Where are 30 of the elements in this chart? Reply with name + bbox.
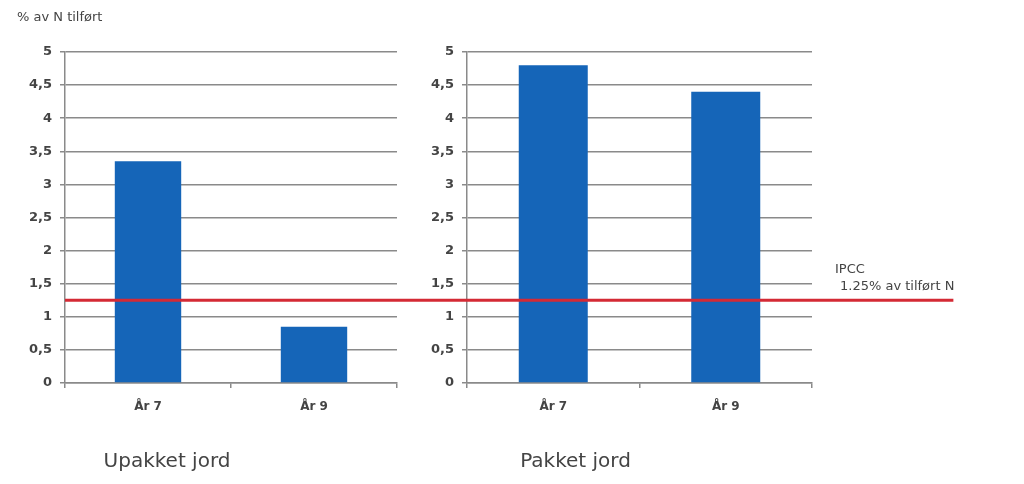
y-tick-label: 4 bbox=[42, 109, 52, 125]
y-tick-label: 0,5 bbox=[28, 341, 52, 357]
y-tick-label: 0 bbox=[42, 374, 52, 390]
y-tick-label: 1,5 bbox=[430, 275, 454, 291]
y-tick-label: 4,5 bbox=[28, 76, 52, 92]
x-axis-title: Pakket jord bbox=[520, 448, 631, 473]
y-tick-label: 2,5 bbox=[28, 208, 52, 224]
y-tick-label: 3 bbox=[444, 175, 454, 191]
y-tick-label: 3,5 bbox=[430, 142, 454, 158]
y-tick-label: 5 bbox=[444, 43, 454, 59]
x-tick-label: År 9 bbox=[711, 398, 740, 414]
y-tick-label: 1 bbox=[444, 308, 454, 324]
x-tick-label: År 7 bbox=[539, 398, 568, 414]
y-tick-label: 3,5 bbox=[28, 142, 52, 158]
y-tick-label: 4,5 bbox=[430, 76, 454, 92]
ref-line-label: IPCC 1.25% av tilført N bbox=[835, 261, 955, 294]
x-axis-title: Upakket jord bbox=[103, 448, 231, 473]
y-tick-label: 0,5 bbox=[430, 341, 454, 357]
y-tick-label: 0 bbox=[444, 374, 454, 390]
y-tick-label: 5 bbox=[42, 43, 52, 59]
x-tick-label: År 7 bbox=[134, 398, 162, 414]
y-tick-label: 2 bbox=[42, 241, 52, 257]
x-tick-label: År 9 bbox=[300, 398, 328, 414]
y-tick-label: 1,5 bbox=[28, 275, 52, 291]
y-tick-label: 4 bbox=[444, 109, 454, 125]
y-tick-label: 2 bbox=[444, 241, 454, 257]
y-axis-title: % av N tilført bbox=[17, 9, 103, 25]
y-tick-label: 1 bbox=[42, 308, 52, 324]
y-tick-label: 2,5 bbox=[430, 208, 454, 224]
y-tick-label: 3 bbox=[42, 175, 52, 191]
